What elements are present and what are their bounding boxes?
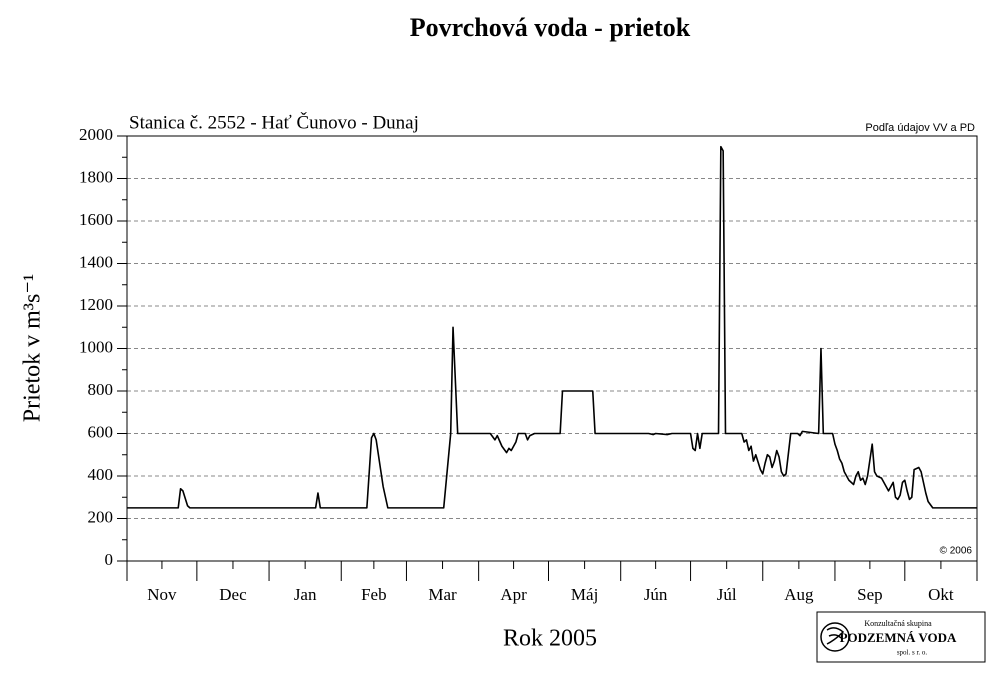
y-tick-label: 200: [88, 507, 114, 526]
source-note: Podľa údajov VV a PD: [865, 122, 975, 134]
logo-icon: [820, 622, 850, 652]
x-tick-label: Jan: [294, 585, 317, 604]
x-tick-label: Apr: [500, 585, 527, 604]
x-tick-label: Nov: [147, 585, 177, 604]
x-axis-label: Rok 2005: [503, 626, 597, 652]
x-tick-label: Feb: [361, 585, 387, 604]
x-tick-label: Mar: [428, 585, 457, 604]
y-tick-label: 600: [88, 422, 114, 441]
logo-box: [816, 611, 986, 663]
x-tick-label: Máj: [571, 585, 598, 604]
logo-text: PODZEMNÁ VODA: [840, 630, 957, 645]
chart-title: Povrchová voda - prietok: [410, 13, 691, 42]
y-tick-label: 1800: [79, 167, 113, 186]
y-tick-label: 800: [88, 380, 114, 399]
y-tick-label: 1200: [79, 295, 113, 314]
x-tick-label: Jún: [644, 585, 668, 604]
data-line: [127, 145, 977, 509]
y-tick-label: 400: [88, 465, 114, 484]
x-tick-label: Sep: [857, 585, 883, 604]
plot-frame: [126, 135, 978, 562]
logo-text: spol. s r. o.: [897, 649, 928, 657]
copyright: © 2006: [940, 546, 973, 557]
x-tick-label: Okt: [928, 585, 954, 604]
logo-text: Konzultačná skupina: [864, 619, 932, 628]
y-tick-label: 0: [105, 550, 114, 569]
x-tick-label: Aug: [784, 585, 814, 604]
y-tick-label: 1000: [79, 337, 113, 356]
x-tick-label: Júl: [717, 585, 737, 604]
y-tick-label: 1600: [79, 210, 113, 229]
y-tick-label: 1400: [79, 252, 113, 271]
y-tick-label: 2000: [79, 125, 113, 144]
subtitle: Stanica č. 2552 - Hať Čunovo - Dunaj: [129, 111, 419, 133]
y-axis-label: Prietok v m³s⁻¹: [20, 274, 46, 422]
x-tick-label: Dec: [219, 585, 247, 604]
